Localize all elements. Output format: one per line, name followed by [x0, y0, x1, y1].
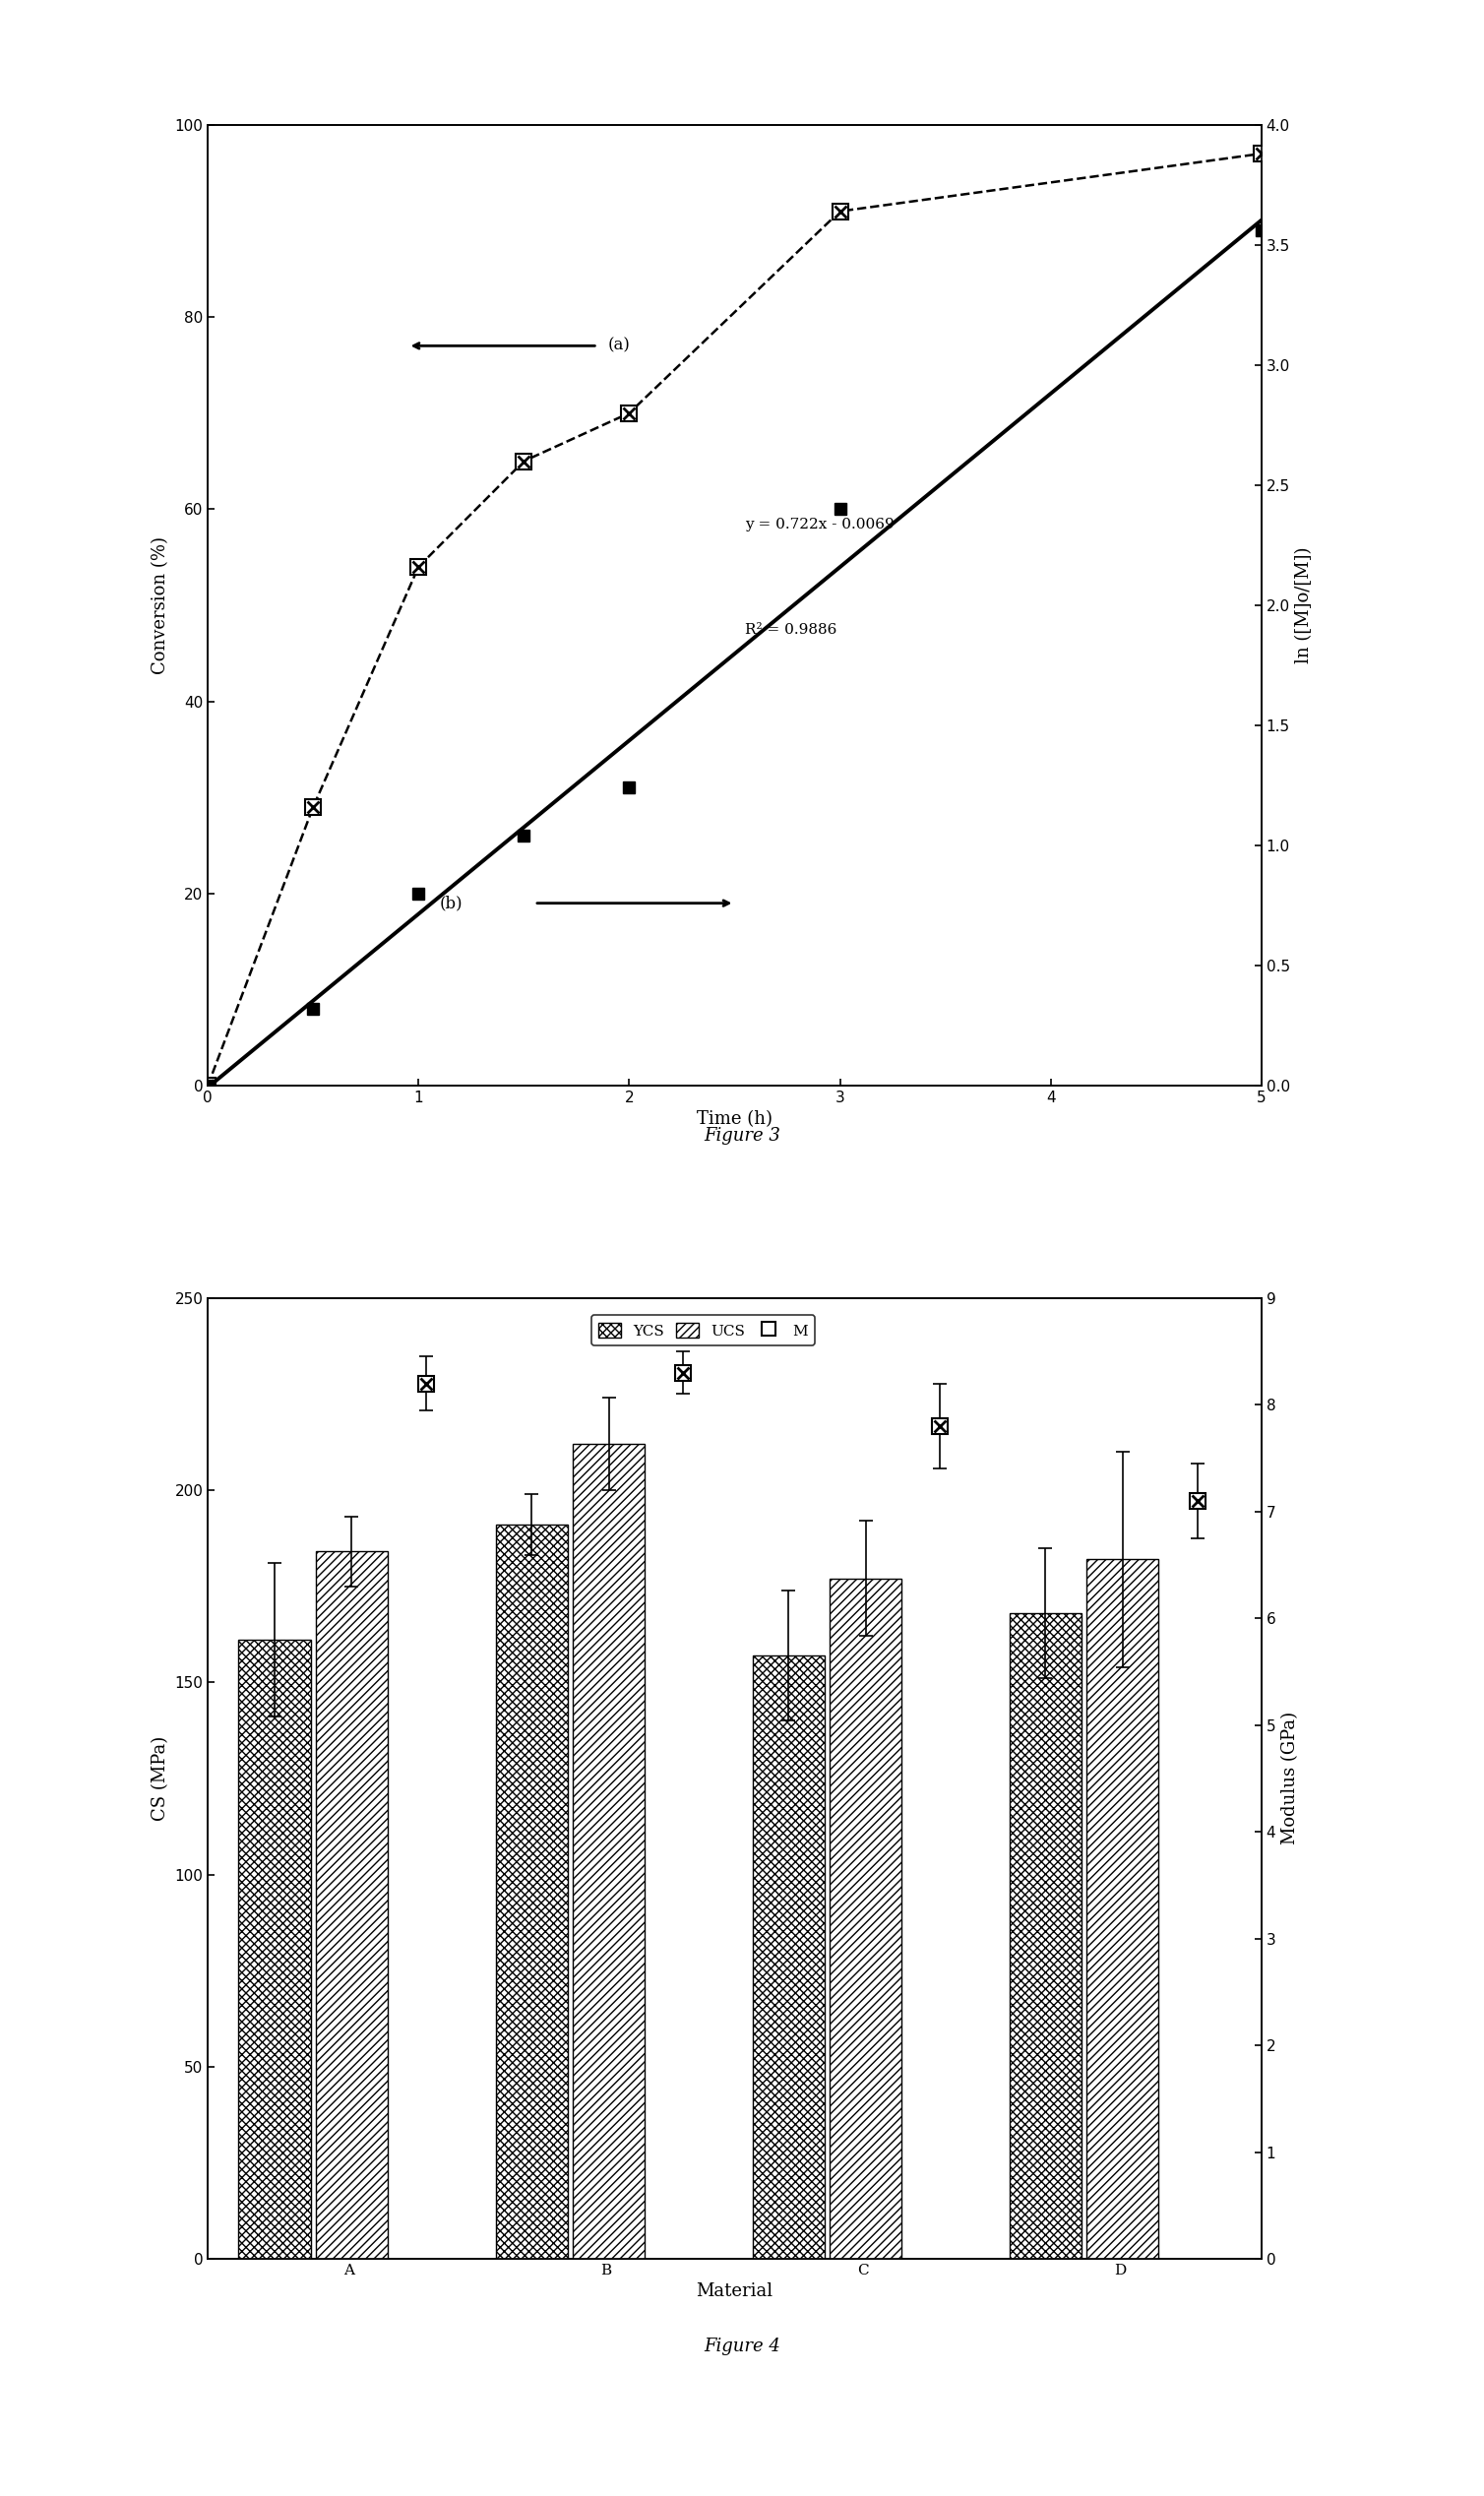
Text: R² = 0.9886: R² = 0.9886 — [745, 624, 837, 636]
Bar — [496, 1525, 567, 2259]
Text: Figure 4: Figure 4 — [703, 2336, 781, 2356]
Bar — [573, 1445, 644, 2259]
Y-axis label: CS (MPa): CS (MPa) — [151, 1735, 169, 1822]
Text: (a): (a) — [608, 337, 631, 354]
Text: Figure 3: Figure 3 — [703, 1126, 781, 1146]
Bar — [830, 1577, 902, 2259]
Bar — [752, 1655, 825, 2259]
Text: (b): (b) — [439, 894, 463, 911]
Y-axis label: ln ([M]o/[M]): ln ([M]o/[M]) — [1296, 547, 1313, 664]
Text: y = 0.722x - 0.0069: y = 0.722x - 0.0069 — [745, 517, 895, 532]
Y-axis label: Modulus (GPa): Modulus (GPa) — [1281, 1712, 1298, 1845]
Bar — [1009, 1612, 1082, 2259]
Bar — [1086, 1560, 1159, 2259]
Bar — [316, 1553, 387, 2259]
Bar — [239, 1640, 310, 2259]
X-axis label: Time (h): Time (h) — [696, 1111, 773, 1128]
X-axis label: Material: Material — [696, 2284, 773, 2301]
Legend: YCS, UCS, M: YCS, UCS, M — [591, 1315, 815, 1345]
Y-axis label: Conversion (%): Conversion (%) — [151, 537, 169, 674]
